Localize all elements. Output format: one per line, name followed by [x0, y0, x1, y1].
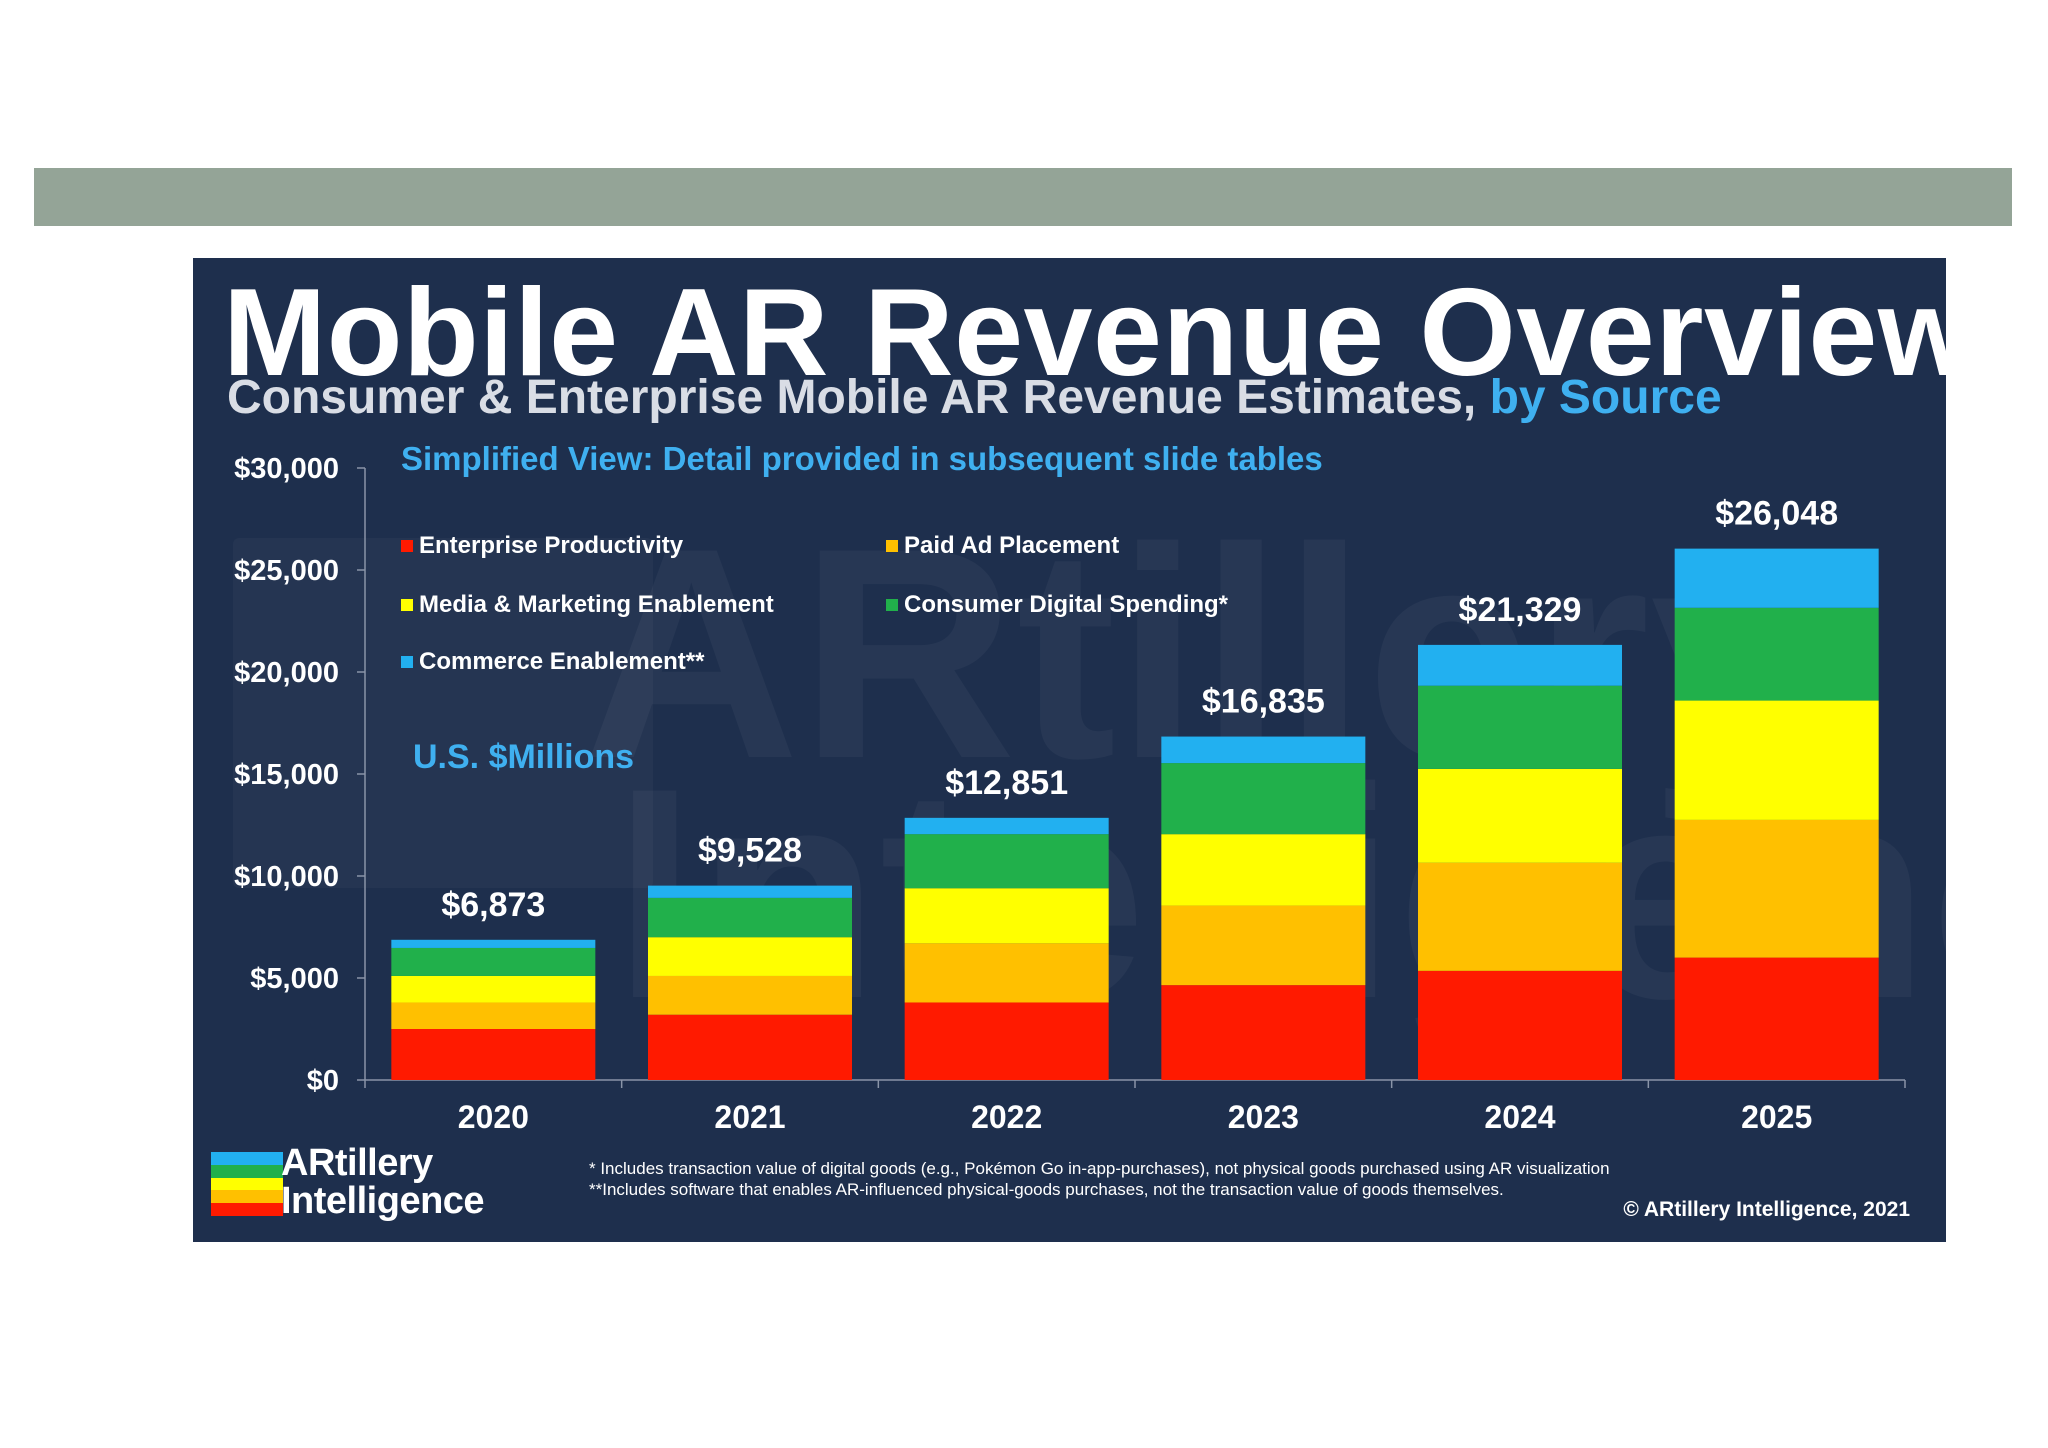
bar-2020-enterprise-productivity	[391, 1029, 596, 1080]
header-band	[34, 168, 2012, 226]
legend-item: Media & Marketing Enablement	[401, 591, 774, 619]
chart-legend: Enterprise Productivity Paid Ad Placement…	[401, 532, 1301, 712]
bar-2025-paid-ad-placement	[1674, 819, 1879, 958]
logo-line2: Intelligence	[281, 1180, 485, 1222]
legend-label: Commerce Enablement**	[419, 648, 705, 675]
bar-2021-media-marketing-enablement	[648, 937, 852, 976]
logo-line1: ARtillery	[281, 1142, 433, 1184]
legend-label: Media & Marketing Enablement	[419, 591, 774, 618]
bar-2021-enterprise-productivity	[648, 1014, 852, 1080]
bar-2024-enterprise-productivity	[1418, 970, 1622, 1080]
y-tick-label: $15,000	[234, 759, 339, 791]
chart-subtitle: Consumer & Enterprise Mobile AR Revenue …	[227, 370, 1722, 425]
category-label-2023: 2023	[1228, 1099, 1299, 1135]
bar-2025-commerce-enablement	[1674, 548, 1879, 608]
units-label: U.S. $Millions	[413, 738, 635, 776]
legend-label: Enterprise Productivity	[419, 532, 684, 559]
y-tick-label: $25,000	[234, 555, 339, 587]
bar-2025-media-marketing-enablement	[1674, 700, 1879, 820]
bar-2023-commerce-enablement	[1161, 736, 1366, 764]
bar-2024-media-marketing-enablement	[1418, 768, 1622, 863]
category-label-2025: 2025	[1741, 1099, 1812, 1135]
bar-2022-media-marketing-enablement	[904, 888, 1109, 944]
bar-2021-commerce-enablement	[648, 885, 852, 898]
legend-item: Enterprise Productivity	[401, 532, 683, 560]
bar-2022-enterprise-productivity	[904, 1002, 1109, 1080]
bar-2022-paid-ad-placement	[904, 943, 1109, 1003]
legend-swatch	[401, 656, 413, 668]
y-tick-label: $5,000	[250, 963, 339, 995]
bar-2025-consumer-digital-spending	[1674, 607, 1879, 701]
footnotes: * Includes transaction value of digital …	[589, 1158, 1610, 1200]
category-label-2022: 2022	[971, 1099, 1042, 1135]
chart-title: Mobile AR Revenue Overview	[223, 264, 1946, 402]
bar-2024-commerce-enablement	[1418, 644, 1622, 686]
legend-swatch	[886, 540, 898, 552]
bar-2023-paid-ad-placement	[1161, 905, 1366, 986]
bar-2020-paid-ad-placement	[391, 1002, 596, 1029]
footnote-digital-goods: * Includes transaction value of digital …	[589, 1159, 1610, 1178]
subtitle-accent: by Source	[1489, 371, 1722, 424]
legend-swatch	[401, 599, 413, 611]
bar-2025-enterprise-productivity	[1674, 957, 1879, 1080]
bar-2020-consumer-digital-spending	[391, 947, 596, 976]
chart-slide: ARtillery Intelligence Mobile AR Revenue…	[193, 258, 1946, 1242]
y-tick-label: $30,000	[234, 453, 339, 485]
subtitle-main: Consumer & Enterprise Mobile AR Revenue …	[227, 371, 1490, 424]
bar-2023-enterprise-productivity	[1161, 985, 1366, 1080]
category-label-2020: 2020	[458, 1099, 529, 1135]
total-label-2020: $6,873	[441, 886, 545, 924]
legend-swatch	[886, 599, 898, 611]
bar-2020-media-marketing-enablement	[391, 975, 596, 1003]
category-label-2024: 2024	[1484, 1099, 1555, 1135]
bar-2023-media-marketing-enablement	[1161, 834, 1366, 906]
bar-2022-commerce-enablement	[904, 817, 1109, 835]
total-label-2023: $16,835	[1202, 683, 1325, 721]
bar-2020-commerce-enablement	[391, 939, 596, 948]
legend-swatch	[401, 540, 413, 552]
bar-2023-consumer-digital-spending	[1161, 763, 1366, 835]
footnote-commerce: **Includes software that enables AR-infl…	[589, 1180, 1504, 1199]
bar-2022-consumer-digital-spending	[904, 834, 1109, 889]
total-label-2025: $26,048	[1715, 495, 1838, 533]
bar-2024-paid-ad-placement	[1418, 862, 1622, 971]
bar-2024-consumer-digital-spending	[1418, 685, 1622, 769]
copyright: © ARtillery Intelligence, 2021	[1623, 1198, 1910, 1221]
total-label-2022: $12,851	[945, 764, 1068, 802]
total-label-2021: $9,528	[698, 832, 802, 870]
artillery-logo: ARtillery Intelligence	[211, 1142, 541, 1226]
stacked-bar-chart: $0 $5,000 $10,000 $15,000 $20,000 $25,000 $30,…	[234, 453, 1906, 1135]
y-tick-label: $0	[307, 1065, 339, 1097]
logo-stripes-icon	[211, 1152, 283, 1216]
legend-label: Consumer Digital Spending*	[904, 591, 1229, 618]
legend-label: Paid Ad Placement	[904, 532, 1120, 559]
y-tick-label: $20,000	[234, 657, 339, 689]
total-label-2024: $21,329	[1459, 591, 1582, 629]
y-tick-label: $10,000	[234, 861, 339, 893]
legend-item: Consumer Digital Spending*	[886, 591, 1228, 619]
bar-2021-consumer-digital-spending	[648, 897, 852, 938]
legend-item: Paid Ad Placement	[886, 532, 1119, 560]
bar-2021-paid-ad-placement	[648, 975, 852, 1015]
category-label-2021: 2021	[714, 1099, 785, 1135]
chart-note: Simplified View: Detail provided in subs…	[401, 440, 1323, 477]
legend-item: Commerce Enablement**	[401, 648, 704, 676]
